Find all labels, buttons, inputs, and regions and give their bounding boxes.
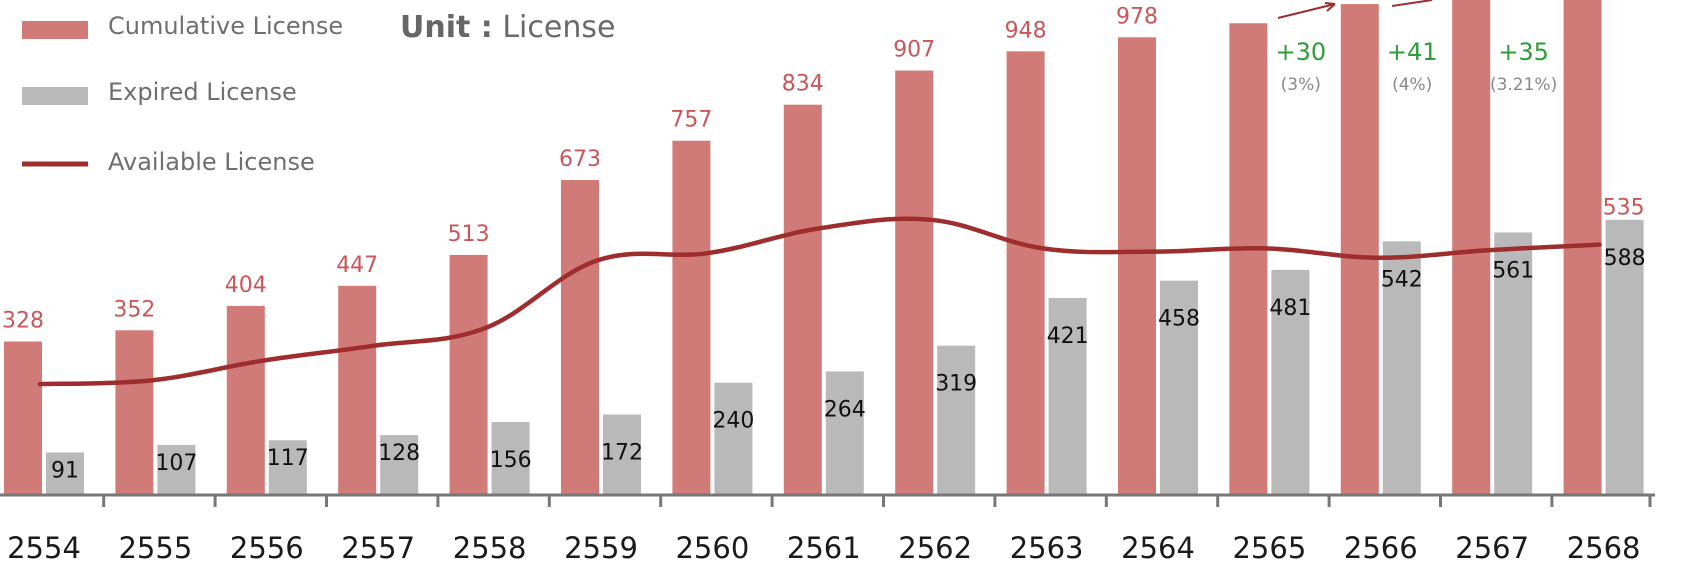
x-tick-label-2564: 2564 [1121,531,1195,565]
legend-swatch-cumulative [22,21,88,39]
bar-expired-2554 [46,452,84,495]
bar-expired-2562 [937,345,976,495]
x-tick-label-2557: 2557 [341,531,415,565]
data-label-cumulative-2555: 352 [113,297,155,322]
x-tick-label-2565: 2565 [1232,531,1306,565]
bar-expired-2555 [157,444,196,495]
bar-expired-2565 [1271,269,1310,495]
data-label-expired-2555: 107 [155,451,197,476]
unit-label: Unit : License [400,10,615,45]
growth-arrow-1 [1277,3,1336,19]
bar-cumulative-2561 [783,104,822,496]
x-tick-label-2563: 2563 [1010,531,1084,565]
data-label-expired-2568: 588 [1604,246,1646,271]
data-label-cumulative-2556: 404 [225,273,267,298]
legend-swatch-available [22,161,88,167]
bar-expired-2560 [714,382,753,495]
bar-cumulative-2557 [338,285,377,495]
bar-cumulative-2559 [561,180,599,495]
bar-expired-2567 [1494,232,1533,495]
data-label-cumulative-2561: 834 [782,72,824,97]
bar-expired-2568 [1605,219,1644,496]
data-label-expired-2563: 421 [1047,324,1089,349]
bar-expired-2564 [1160,280,1198,495]
data-label-expired-2566: 542 [1381,267,1423,292]
unit-prefix: Unit : [400,10,493,45]
x-tick-label-2555: 2555 [118,531,192,565]
x-tick-label-2560: 2560 [675,531,749,565]
data-label-cumulative-2558: 513 [448,222,490,247]
data-label-cumulative-2559: 673 [559,147,601,172]
bar-cumulative-2558 [449,254,488,495]
data-label-cumulative-2563: 948 [1005,18,1047,43]
x-tick-label-2554: 2554 [7,531,81,565]
bar-cumulative-2555 [115,330,154,495]
bar-expired-2558 [491,421,530,495]
data-label-cumulative-2560: 757 [670,108,712,133]
data-label-cumulative-2557: 447 [336,253,378,278]
x-tick-label-2561: 2561 [787,531,861,565]
growth-arrow-head-1 [1324,2,1336,12]
growth-change-2566: +30 [1275,38,1326,66]
legend-swatch-expired [22,87,88,105]
data-label-expired-2556: 117 [267,446,309,471]
growth-percent-2566: (3%) [1281,75,1321,95]
series-line-available [37,216,1602,387]
bar-expired-2566 [1382,241,1421,495]
x-tick-label-2558: 2558 [453,531,527,565]
x-tick-label-2568: 2568 [1567,531,1641,565]
data-label-expired-2567: 561 [1492,258,1534,283]
bar-cumulative-2556 [226,305,265,495]
growth-change-2568: +35 [1498,38,1549,66]
data-label-expired-2561: 264 [824,397,866,422]
legend-label-cumulative: Cumulative License [108,12,344,40]
bar-cumulative-2554 [4,341,42,495]
data-label-expired-2557: 128 [378,441,420,466]
bar-cumulative-2566 [1340,4,1379,496]
x-tick-label-2566: 2566 [1344,531,1418,565]
data-label-expired-2559: 172 [601,441,643,466]
bar-expired-2561 [825,371,864,495]
growth-arrow-2 [1391,0,1433,7]
data-label-expired-2565: 481 [1269,296,1311,321]
growth-change-2567: +41 [1387,38,1438,66]
data-label-expired-2562: 319 [935,372,977,397]
x-tick-label-2556: 2556 [230,531,304,565]
x-tick-label-2567: 2567 [1455,531,1529,565]
bar-expired-2556 [268,440,307,495]
x-tick-label-2562: 2562 [898,531,972,565]
bar-expired-2559 [603,414,641,495]
bar-expired-2557 [380,435,419,495]
legend-label-available: Available License [108,148,315,176]
data-label-cumulative-2564: 978 [1116,4,1158,29]
data-label-expired-2564: 458 [1158,307,1200,332]
growth-percent-2567: (4%) [1392,75,1432,95]
unit-value: License [502,10,616,45]
bar-cumulative-2565 [1229,23,1268,495]
data-label-cumulative-2562: 907 [893,38,935,63]
data-label-expired-2558: 156 [490,448,532,473]
bar-cumulative-2563 [1006,51,1045,495]
data-label-expired-2560: 240 [712,409,754,434]
bar-cumulative-2564 [1118,37,1156,496]
x-tick-label-2559: 2559 [564,531,638,565]
legend-label-expired: Expired License [108,78,297,106]
data-label-expired-2554: 91 [51,458,79,483]
bar-cumulative-2560 [672,140,711,495]
growth-percent-2568: (3.21%) [1490,75,1557,95]
data-label-available-2568: 535 [1603,196,1645,221]
bar-cumulative-2562 [895,70,934,496]
data-label-cumulative-2554: 328 [2,308,44,333]
bar-expired-2563 [1048,297,1087,495]
bar-cumulative-2567 [1452,0,1491,496]
